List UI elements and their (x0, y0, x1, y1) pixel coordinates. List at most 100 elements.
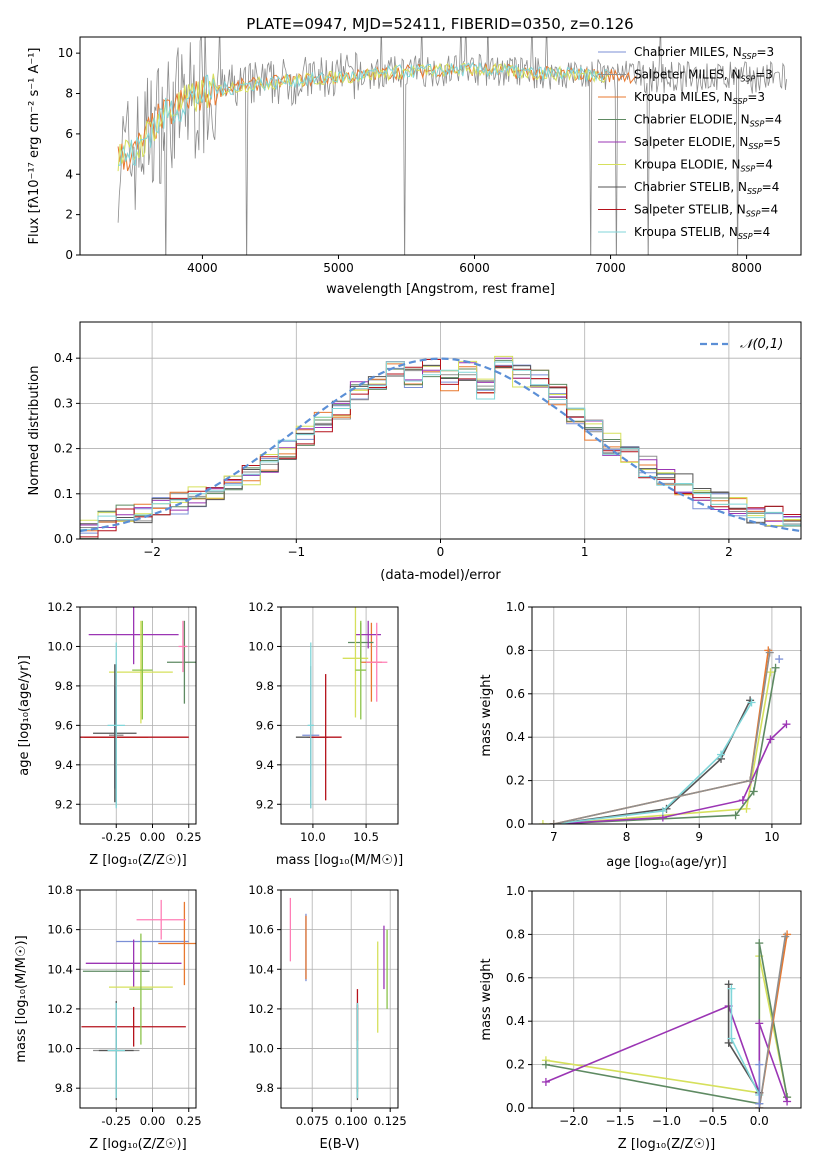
y-tick-label: 10.4 (248, 962, 274, 976)
x-tick-label: −1 (287, 545, 305, 559)
chart-age-vs-z: -0.25 0.00 0.25 9.2 9.4 9.6 9.8 10.0 10.2 Z [log₁… (17, 600, 202, 868)
y-tick-label: 9.8 (55, 679, 73, 693)
y-tick-label: 0.2 (506, 1058, 525, 1072)
plot-area (538, 646, 791, 824)
y-tick-label: 0.6 (506, 687, 525, 701)
x-tick-label: 5000 (323, 261, 354, 275)
plot-area (81, 899, 196, 1101)
weight-line (553, 652, 771, 824)
plot-area (80, 607, 196, 809)
x-tick-label: 1 (581, 545, 589, 559)
y-tick-label: 10.0 (47, 639, 73, 653)
y-tick-label: 9.6 (55, 718, 73, 732)
y-tick-label: 2 (65, 208, 73, 222)
x-tick-label: −1.5 (606, 1114, 635, 1128)
x-axis-label: E(B-V) (319, 1137, 359, 1152)
y-tick-label: 10 (58, 46, 73, 60)
y-tick-label: 0.0 (506, 1101, 525, 1115)
plot-area (117, 37, 787, 255)
y-tick-label: 9.8 (256, 1081, 274, 1095)
legend-entry: Salpeter ELODIE, NSSP=5 (634, 135, 781, 151)
legend-entry: Chabrier ELODIE, NSSP=4 (634, 113, 782, 129)
chart-weight-vs-age: 7 8 9 10 0.0 0.2 0.4 0.6 0.8 1.0 age [log₁₀(age/yr… (479, 600, 802, 870)
x-tick-label: 0.25 (176, 830, 202, 844)
x-tick-label: 8000 (731, 261, 762, 275)
y-tick-label: 10.2 (47, 1002, 73, 1016)
y-tick-label: 9.8 (256, 679, 274, 693)
y-axis-label: mass weight (479, 674, 494, 756)
plot-area (80, 355, 801, 539)
model-spectrum (118, 61, 610, 166)
axes-frame (280, 606, 399, 825)
legend-entry: Salpeter STELIB, NSSP=4 (634, 203, 778, 219)
x-tick-label: 10.0 (300, 830, 326, 844)
plot-area (541, 930, 792, 1108)
axes-frame (79, 606, 197, 825)
x-axis-label: wavelength [Angstrom, rest frame] (326, 282, 555, 297)
x-tick-label: −1.0 (652, 1114, 681, 1128)
axes-frame (531, 890, 802, 1109)
weight-line (758, 936, 786, 1108)
y-tick-label: 0 (65, 248, 73, 262)
x-tick-label: 0.100 (335, 1114, 368, 1128)
x-tick-label: 2 (725, 545, 733, 559)
plot-area (289, 897, 388, 1101)
x-axis-label: Z [log₁₀(Z/Z☉)] (89, 853, 186, 868)
x-tick-label: 10.5 (353, 830, 379, 844)
x-axis-label: (data-model)/error (380, 568, 501, 583)
y-tick-label: 0.1 (54, 487, 73, 501)
y-tick-label: 4 (65, 167, 73, 181)
y-axis-label: Normed distribution (27, 366, 42, 496)
x-tick-label: 0.125 (374, 1114, 407, 1128)
y-tick-label: 9.2 (256, 797, 274, 811)
y-tick-label: 1.0 (506, 884, 525, 898)
legend-entry: Kroupa ELODIE, NSSP=4 (634, 158, 773, 174)
y-tick-label: 0.6 (506, 971, 525, 985)
y-tick-label: 10.6 (248, 923, 274, 937)
normal-curve (80, 357, 801, 533)
chart-age-vs-mass: 10.0 10.5 9.2 9.4 9.6 9.8 10.0 10.2 mass [log₁₀(… (248, 600, 403, 868)
y-tick-label: 0.4 (54, 351, 73, 365)
x-tick-label: -0.25 (101, 1114, 131, 1128)
figure-title: PLATE=0947, MJD=52411, FIBERID=0350, z=0… (246, 15, 633, 33)
y-axis-label: mass weight (479, 958, 494, 1040)
x-tick-label: -0.25 (101, 830, 131, 844)
axes-frame (79, 321, 802, 540)
legend-entry: Salpeter MILES, NSSP=3 (634, 68, 773, 84)
x-tick-label: 0.25 (176, 1114, 202, 1128)
y-tick-label: 10.0 (248, 1042, 274, 1056)
legend-entry: Chabrier STELIB, NSSP=4 (634, 180, 779, 196)
y-tick-label: 0.2 (54, 442, 73, 456)
legend-entry: Kroupa STELIB, NSSP=4 (634, 225, 770, 241)
y-tick-label: 9.6 (256, 718, 274, 732)
y-tick-label: 0.8 (506, 927, 525, 941)
y-axis-label: age [log₁₀(age/yr)] (17, 655, 32, 776)
x-tick-label: 4000 (187, 261, 218, 275)
axes-frame (79, 36, 802, 256)
y-tick-label: 6 (65, 127, 73, 141)
chart-mass-vs-z: -0.25 0.00 0.25 9.8 10.0 10.2 10.4 10.6 10.8 Z [l… (14, 883, 202, 1152)
x-tick-label: 0 (437, 545, 445, 559)
x-axis-label: mass [log₁₀(M/M☉)] (276, 853, 403, 868)
x-axis-label: Z [log₁₀(Z/Z☉)] (618, 1137, 715, 1152)
weight-line (553, 667, 777, 824)
x-tick-label: 0.00 (140, 1114, 166, 1128)
y-tick-label: 9.4 (256, 758, 274, 772)
y-tick-label: 10.8 (248, 883, 274, 897)
y-tick-label: 10.0 (248, 639, 274, 653)
legend-entry: Kroupa MILES, NSSP=3 (634, 90, 765, 106)
y-tick-label: 10.8 (47, 883, 73, 897)
legend-entry: Chabrier MILES, NSSP=3 (634, 45, 774, 61)
y-tick-label: 0.3 (54, 396, 73, 410)
x-tick-label: 0.0 (750, 1114, 769, 1128)
y-tick-label: 9.4 (55, 758, 73, 772)
y-tick-label: 10.2 (248, 600, 274, 614)
y-tick-label: 10.4 (47, 962, 73, 976)
chart-weight-vs-z: −2.0 −1.5 −1.0 −0.5 0.0 0.0 0.2 0.4 0.6 0.8 1.0 Z [… (479, 884, 802, 1152)
y-axis-label: mass [log₁₀(M/M☉)] (14, 935, 29, 1062)
x-axis-label: Z [log₁₀(Z/Z☉)] (89, 1137, 186, 1152)
y-tick-label: 0.4 (506, 1014, 525, 1028)
y-tick-label: 0.0 (506, 817, 525, 831)
y-tick-label: 9.8 (55, 1081, 73, 1095)
